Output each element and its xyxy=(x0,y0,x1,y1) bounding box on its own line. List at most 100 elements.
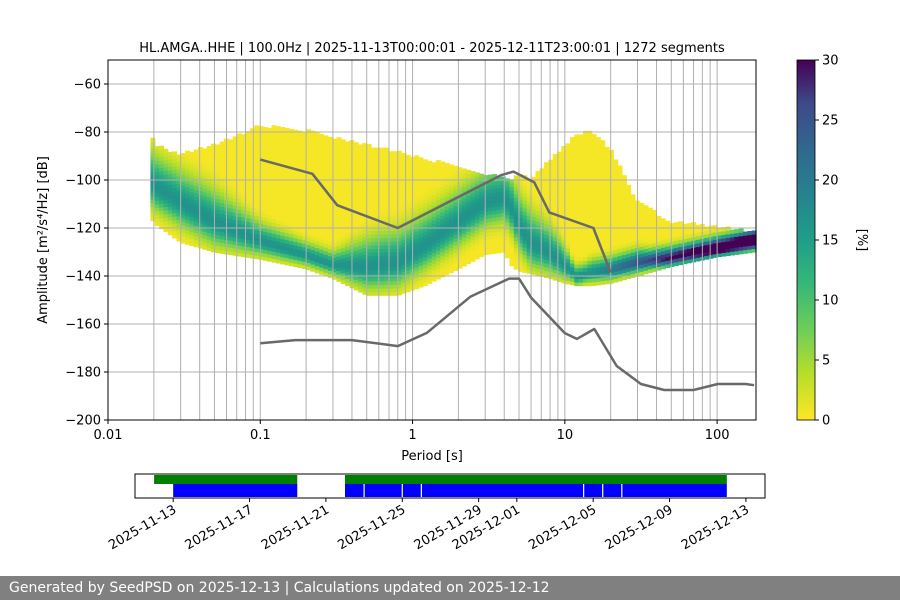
heatmap-cell xyxy=(608,243,614,248)
heatmap-cell xyxy=(297,202,303,207)
heatmap-cell xyxy=(587,181,593,186)
heatmap-cell xyxy=(492,228,498,233)
heatmap-cell xyxy=(565,179,571,184)
heatmap-cell xyxy=(384,216,389,221)
heatmap-cell xyxy=(219,155,225,161)
x-tick-label: 10 xyxy=(557,428,574,443)
heatmap-cell xyxy=(414,256,420,261)
heatmap-cell xyxy=(180,235,186,241)
heatmap-cell xyxy=(444,238,450,243)
heatmap-cell xyxy=(591,206,597,211)
heatmap-cell xyxy=(440,255,446,260)
heatmap-cell xyxy=(595,212,601,217)
heatmap-cell xyxy=(172,227,178,232)
heatmap-cell xyxy=(193,163,199,169)
heatmap-cell xyxy=(202,227,208,232)
heatmap-cell xyxy=(301,167,307,172)
heatmap-cell xyxy=(236,194,242,199)
heatmap-cell xyxy=(678,257,684,262)
heatmap-cell xyxy=(362,157,368,162)
heatmap-cell xyxy=(483,229,489,234)
heatmap-cell xyxy=(288,132,294,137)
heatmap-cell xyxy=(232,197,238,202)
heatmap-cell xyxy=(332,221,338,226)
colorbar-tick-label: 15 xyxy=(822,234,839,249)
heatmap-cell xyxy=(211,154,216,159)
heatmap-cell xyxy=(461,244,467,249)
heatmap-cell xyxy=(509,190,515,195)
heatmap-cell xyxy=(293,158,299,163)
heatmap-cell xyxy=(336,270,342,275)
heatmap-cell xyxy=(643,266,649,271)
heatmap-cell xyxy=(249,131,255,137)
heatmap-cell xyxy=(396,161,402,166)
heatmap-cell xyxy=(336,230,342,236)
heatmap-cell xyxy=(384,280,389,285)
heatmap-cell xyxy=(448,268,454,274)
heatmap-cell xyxy=(396,280,402,285)
heatmap-cell xyxy=(474,237,480,242)
heatmap-cell xyxy=(202,177,208,182)
heatmap-cell xyxy=(591,191,597,196)
heatmap-cell xyxy=(431,277,437,282)
heatmap-cell xyxy=(336,173,342,178)
heatmap-cell xyxy=(457,203,463,208)
heatmap-cell xyxy=(327,259,333,264)
heatmap-cell xyxy=(565,258,571,263)
heatmap-cell xyxy=(271,204,277,209)
heatmap-cell xyxy=(617,169,623,174)
heatmap-cell xyxy=(665,224,671,229)
heatmap-cell xyxy=(608,185,614,191)
heatmap-cell xyxy=(600,244,606,249)
heatmap-cell xyxy=(686,230,692,235)
heatmap-cell xyxy=(310,245,316,251)
heatmap-cell xyxy=(561,243,567,248)
heatmap-cell xyxy=(384,180,389,185)
heatmap-cell xyxy=(154,182,160,187)
heatmap-cell xyxy=(535,224,541,230)
heatmap-cell xyxy=(293,162,299,167)
heatmap-cell xyxy=(262,206,268,211)
heatmap-cell xyxy=(353,235,359,241)
heatmap-cell xyxy=(500,176,506,181)
heatmap-cell xyxy=(405,244,411,250)
heatmap-cell xyxy=(461,200,467,206)
heatmap-cell xyxy=(435,242,441,248)
heatmap-cell xyxy=(548,202,554,208)
heatmap-cell xyxy=(440,211,446,217)
heatmap-cell xyxy=(552,161,558,166)
heatmap-cell xyxy=(578,271,584,276)
heatmap-cell xyxy=(258,216,264,221)
heatmap-cell xyxy=(613,173,619,179)
heatmap-cell xyxy=(570,241,575,246)
heatmap-cell xyxy=(652,242,658,247)
heatmap-cell xyxy=(474,215,480,220)
heatmap-cell xyxy=(717,249,722,254)
heatmap-cell xyxy=(591,216,597,222)
heatmap-cell xyxy=(371,212,376,217)
heatmap-cell xyxy=(375,208,381,213)
heatmap-cell xyxy=(280,127,286,132)
heatmap-cell xyxy=(159,192,165,197)
heatmap-cell xyxy=(613,199,619,204)
heatmap-cell xyxy=(245,203,251,208)
heatmap-cell xyxy=(608,221,614,227)
heatmap-cell xyxy=(371,284,376,289)
heatmap-cell xyxy=(254,218,260,224)
heatmap-cell xyxy=(414,245,420,250)
heatmap-cell xyxy=(241,195,247,200)
heatmap-cell xyxy=(401,231,407,237)
heatmap-cell xyxy=(353,214,359,219)
heatmap-cell xyxy=(630,216,636,221)
heatmap-cell xyxy=(570,198,575,203)
heatmap-cell xyxy=(600,237,606,242)
heatmap-cell xyxy=(180,181,186,187)
heatmap-cell xyxy=(241,137,247,142)
timeline-tick-label: 2025-12-09 xyxy=(603,502,676,553)
heatmap-cell xyxy=(461,233,467,238)
heatmap-cell xyxy=(552,265,558,270)
heatmap-cell xyxy=(245,199,251,204)
heatmap-cell xyxy=(444,235,450,240)
heatmap-cell xyxy=(332,138,338,143)
heatmap-cell xyxy=(695,257,701,262)
